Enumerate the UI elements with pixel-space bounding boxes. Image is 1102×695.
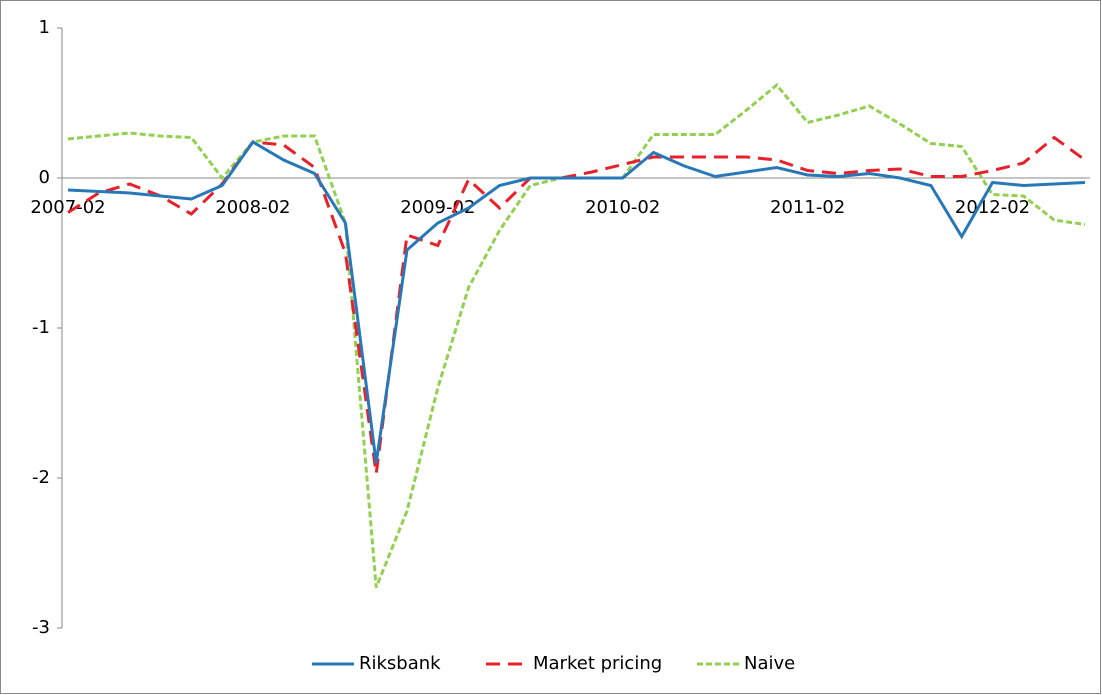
x-tick-label: 2011-02 <box>770 197 845 218</box>
x-tick-label: 2008-02 <box>215 197 290 218</box>
x-tick-label: 2009-02 <box>400 197 475 218</box>
x-tick-label: 2007-02 <box>30 197 105 218</box>
x-tick-label: 2012-02 <box>955 197 1030 218</box>
series-line <box>67 82 1086 589</box>
y-tick-label: 1 <box>39 17 50 38</box>
y-tick-label: -1 <box>32 317 50 338</box>
x-tick-label: 2010-02 <box>585 197 660 218</box>
y-tick-label: -3 <box>32 617 50 638</box>
legend-label: Market pricing <box>533 653 662 674</box>
series-line <box>67 140 1086 464</box>
y-tick-label: 0 <box>39 167 50 188</box>
y-tick-label: -2 <box>32 467 50 488</box>
legend-label: Riksbank <box>359 653 441 674</box>
legend-label: Naive <box>744 653 795 674</box>
